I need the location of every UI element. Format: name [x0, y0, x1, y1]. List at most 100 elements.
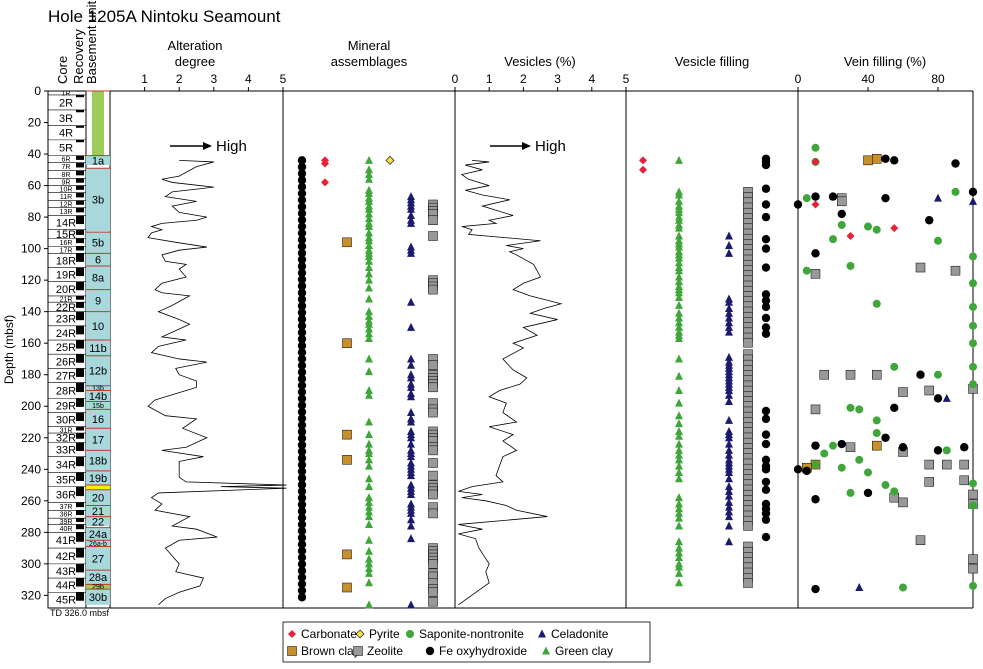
legend-pyrite-label: Pyrite	[369, 627, 400, 641]
recovery-bar	[76, 94, 84, 98]
vein-saponite-mark	[855, 455, 864, 464]
mineral-fe-oxy-mark	[297, 540, 307, 549]
vein-saponite-mark	[872, 429, 881, 438]
vein-saponite-mark	[872, 299, 881, 308]
mineral-fe-oxy-mark	[297, 301, 307, 311]
legend-carbonate-symbol	[288, 630, 296, 638]
mineral-green_clay-mark	[365, 502, 373, 511]
legend-saponite-symbol	[406, 630, 414, 638]
vein-zeolite-mark	[810, 269, 821, 279]
recovery-bar	[76, 215, 84, 225]
unit-band	[86, 232, 110, 254]
vesicle-green-clay-mark	[675, 474, 683, 483]
core-label: 16R	[60, 240, 73, 247]
depth-tick-label: 20	[28, 116, 42, 130]
mineral-green_clay-mark	[365, 554, 373, 563]
vein-carbonate-mark	[811, 157, 820, 166]
mineral-celadonite-mark	[407, 600, 415, 609]
mineral-green_clay-mark	[365, 519, 373, 528]
vesicle-green-clay-mark	[675, 513, 683, 522]
mineral-green_clay-mark	[365, 455, 373, 464]
core-label: 28R	[56, 385, 76, 397]
mineral-zeolite-mark	[428, 215, 438, 225]
unit-label: 24a	[89, 529, 108, 541]
legend-brown_clay-symbol	[287, 646, 297, 656]
header-alteration-line2: degree	[175, 54, 215, 69]
vein-celadonite-mark	[969, 196, 977, 205]
vesicle-green-clay-mark	[675, 578, 683, 587]
mineral-zeolite-mark	[428, 360, 438, 371]
vein-carbonate-mark	[846, 232, 855, 241]
core-column: 1R2R3R4R5R6R7R8R9R10R11R12R13R14R15R16R1…	[47, 90, 87, 609]
mineral-green_clay-mark	[365, 568, 373, 577]
unit-label: 26a-b	[89, 541, 107, 548]
unit-band	[86, 409, 110, 429]
legend-celadonite-label: Celadonite	[551, 627, 609, 641]
recovery-bar	[76, 192, 84, 198]
core-label: 40R	[60, 526, 73, 533]
mineral-fe-oxy-mark	[297, 242, 307, 251]
vesicle-green-clay-mark	[675, 190, 683, 199]
mineral-zeolite-mark	[428, 458, 438, 468]
core-label: 22R	[56, 302, 76, 314]
vesicle-green-clay-mark	[675, 431, 683, 440]
vesicle-fe-oxy-mark	[761, 515, 771, 524]
vesicle-green-clay-mark	[675, 493, 683, 502]
vesicle-fe-oxy-mark	[761, 509, 771, 518]
legend-frame	[282, 621, 651, 663]
recovery-bar	[76, 155, 84, 160]
mineral-fe-oxy-mark	[297, 553, 307, 562]
vesicle-green-clay-mark	[675, 308, 683, 317]
vesicle-celadonite-mark	[725, 240, 733, 249]
vesicle-green-clay-mark	[675, 548, 683, 557]
vein-zeolite-mark	[950, 265, 961, 276]
unit-label: 18b	[89, 456, 107, 468]
vesicle-celadonite-mark	[725, 445, 733, 454]
depth-tick-label: 300	[21, 557, 41, 571]
vein-zeolite-mark	[845, 369, 856, 380]
vein-saponite-mark	[846, 488, 855, 497]
vesicle-celadonite-mark	[725, 439, 733, 448]
vesicle-green-clay-mark	[675, 467, 683, 476]
mineral-fe-oxy-mark	[297, 500, 307, 509]
vein-zeolite-mark	[959, 459, 969, 470]
mineral-green_clay-mark	[365, 319, 373, 328]
vein-tick-label: 0	[795, 72, 802, 86]
vesicle-fe-oxy-mark	[761, 313, 771, 323]
header-unit: Basement unit	[84, 1, 99, 84]
depth-tick-label: 160	[21, 336, 41, 350]
mineral-celadonite-mark	[407, 534, 415, 543]
figure-title: Hole 1205A Nintoku Seamount	[48, 7, 281, 26]
unit-band	[86, 505, 110, 517]
vein-fe_oxy-mark	[951, 159, 960, 168]
vesicle-green-clay-mark	[675, 499, 683, 508]
mineral-fe-oxy-mark	[297, 533, 307, 542]
mineral-fe-oxy-mark	[297, 182, 307, 192]
vein-saponite-mark	[969, 279, 977, 288]
mineral-green_clay-mark	[365, 275, 373, 284]
legend-fe_oxy-label: Fe oxyhydroxide	[439, 644, 527, 658]
core-label: 35R	[56, 474, 76, 486]
vein-fe_oxy-mark	[960, 443, 969, 452]
legend-celadonite-symbol	[538, 629, 546, 638]
recovery-bar	[76, 311, 84, 321]
vesicle-green-clay-mark	[675, 313, 683, 322]
vesicle-celadonite-mark	[725, 322, 733, 331]
vein-saponite-mark	[872, 225, 881, 234]
vein-fe_oxy-mark	[811, 192, 820, 201]
vesicle-celadonite-mark	[725, 248, 733, 257]
unit-band	[86, 340, 110, 356]
unit-label: 10	[92, 321, 104, 333]
vein-zeolite-mark	[942, 459, 952, 470]
vein-saponite-mark	[864, 222, 872, 231]
vesicle-green-clay-mark	[675, 258, 683, 267]
core-label: 23R	[56, 314, 76, 326]
recovery-bar	[76, 162, 84, 168]
depth-tick-label: 120	[21, 273, 41, 287]
mineral-green_clay-mark	[365, 307, 373, 316]
vein-fe_oxy-mark	[863, 488, 873, 498]
mineral-fe-oxy-mark	[297, 334, 307, 344]
mineral-fe-oxy-mark	[297, 559, 307, 569]
recovery-bar	[76, 340, 84, 349]
header-mineral-line1: Mineral	[348, 38, 391, 53]
